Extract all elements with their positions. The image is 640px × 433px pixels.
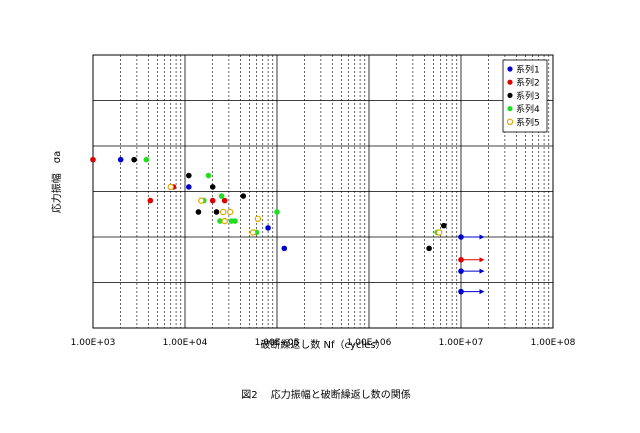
x-tick-label: 1.00E+04 [163, 338, 208, 348]
series-3-point [240, 193, 247, 199]
series-5-point [249, 229, 257, 236]
x-axis-title: 破断繰返し数 Nf（cycles） [260, 338, 385, 351]
y-axis-title: 応力振幅 σa [50, 151, 63, 213]
legend-marker [507, 79, 513, 85]
series-2-point [147, 197, 154, 204]
series-2-point [90, 156, 96, 163]
runout-arrowhead [479, 257, 485, 263]
series-3-point [209, 184, 216, 190]
series-4-point [217, 218, 223, 224]
runout-arrowhead [479, 268, 485, 274]
legend-marker [506, 118, 514, 126]
series-5-point [436, 229, 443, 236]
x-tick-label: 1.00E+05 [255, 338, 300, 348]
series-5-point [198, 197, 205, 204]
x-tick-labels: 1.00E+03 1.00E+04 1.00E+05 1.00E+06 1.00E+07… [71, 338, 576, 348]
series-3-point [440, 222, 447, 229]
series-4-point [232, 218, 238, 224]
x-tick-label: 1.00E+07 [439, 338, 484, 348]
legend-marker [507, 92, 513, 98]
series-2-point [458, 256, 464, 263]
figure-caption: 図2 応力振幅と破断繰返し数の関係 [241, 388, 411, 401]
series-2-point [209, 197, 216, 204]
series-4-point [218, 193, 225, 199]
series-5-point [219, 208, 227, 216]
series-5-point [221, 217, 228, 225]
series-1-point [281, 245, 288, 252]
series-3-point [186, 172, 192, 179]
legend-marker [507, 66, 513, 72]
x-tick-label: 1.00E+08 [531, 338, 576, 348]
legend-marker [507, 106, 513, 112]
series-4-point [205, 172, 212, 179]
legend-label: 系列2 [516, 77, 540, 89]
series-1-point [117, 156, 124, 163]
runout-arrowhead [479, 289, 485, 295]
runout-arrowhead [479, 234, 485, 240]
series-5-point [254, 215, 262, 222]
legend-label: 系列4 [516, 103, 540, 115]
series-1-point [458, 234, 464, 240]
runout-arrows [461, 234, 485, 295]
legend-label: 系列5 [516, 116, 540, 128]
data-points [90, 156, 464, 295]
x-tick-label: 1.00E+06 [347, 338, 392, 348]
series-4-point [274, 209, 280, 215]
series-1-point [458, 268, 464, 274]
series-5-point [167, 183, 174, 191]
grid [93, 55, 553, 328]
series-1-point [186, 184, 192, 190]
series-1-point [265, 225, 271, 231]
series-4-point [143, 156, 150, 163]
series-3-point [131, 156, 137, 163]
legend-label: 系列3 [516, 90, 540, 102]
series-2-point [221, 197, 228, 204]
series-3-point [213, 209, 220, 215]
series-5-point [227, 208, 234, 216]
series-3-point [195, 209, 202, 215]
series-1-point [458, 288, 464, 295]
plot-area-frame [92, 54, 554, 329]
x-tick-label: 1.00E+03 [71, 338, 116, 348]
series-3-point [426, 245, 432, 252]
legend-label: 系列1 [516, 64, 540, 76]
